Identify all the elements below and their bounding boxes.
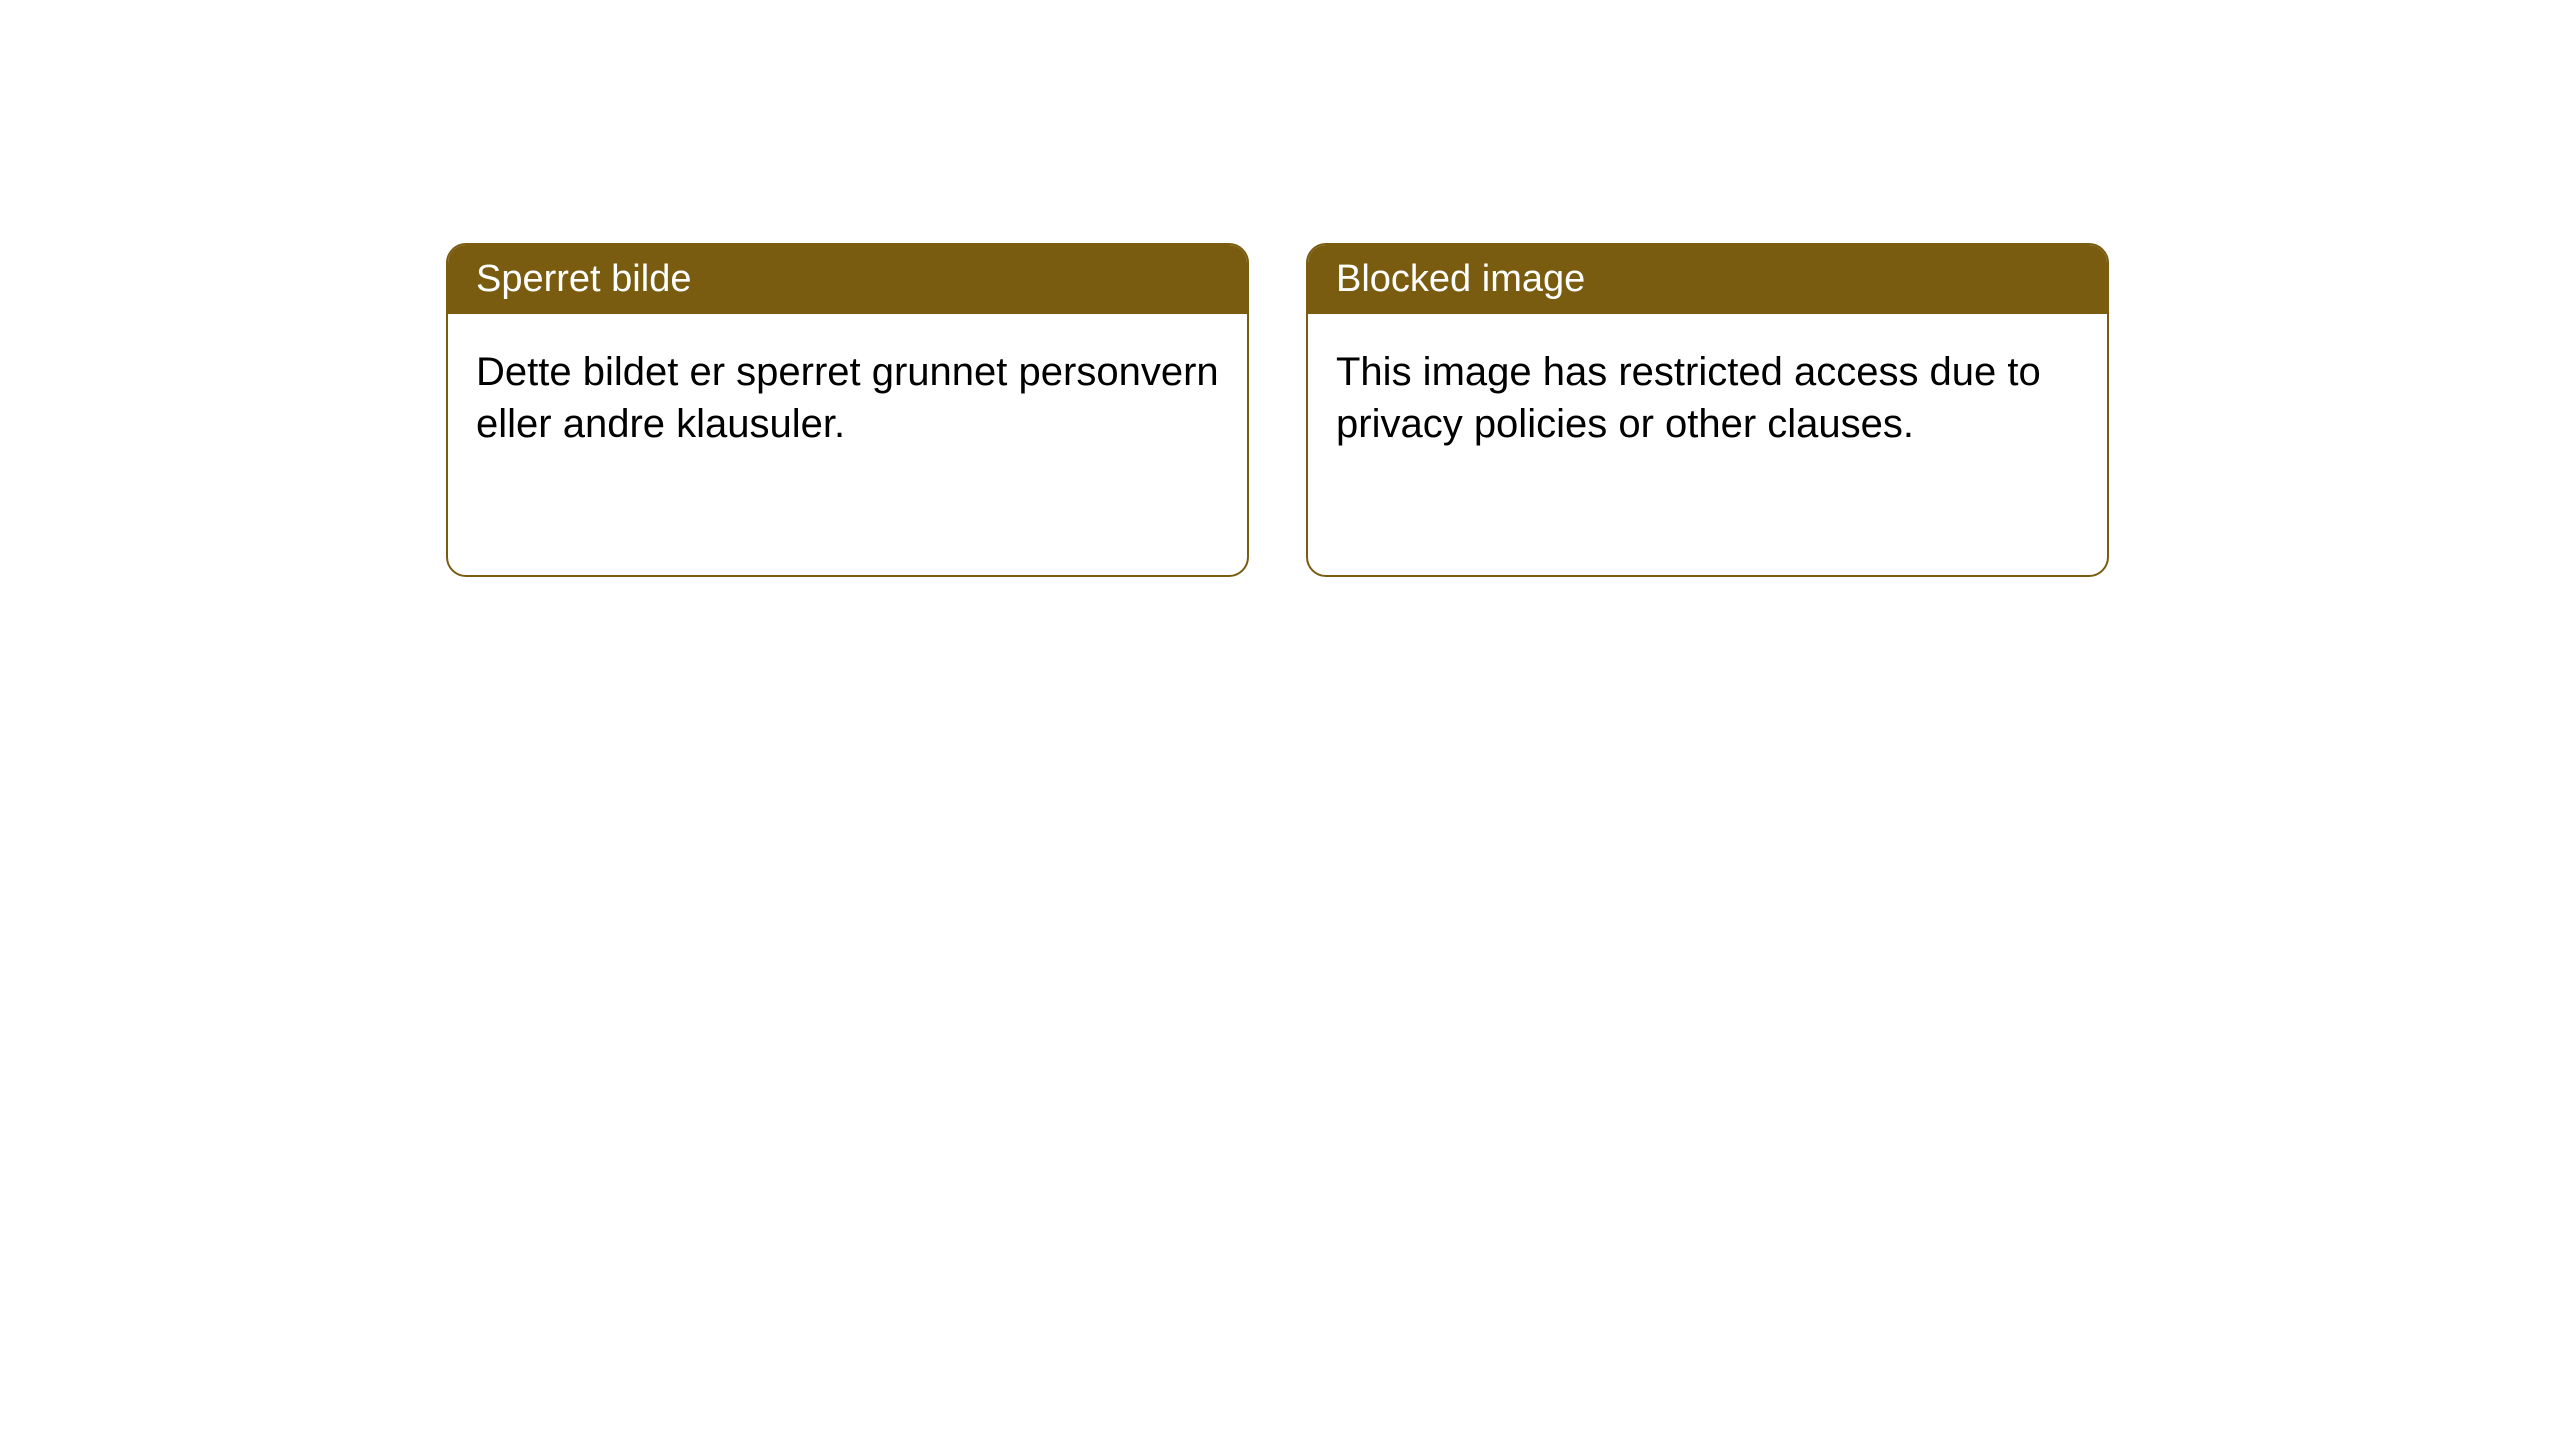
notice-card-title: Blocked image: [1336, 258, 1585, 300]
notice-cards-container: Sperret bilde Dette bildet er sperret gr…: [446, 243, 2109, 577]
notice-card-message: Dette bildet er sperret grunnet personve…: [476, 350, 1219, 446]
notice-card-english: Blocked image This image has restricted …: [1306, 243, 2109, 577]
notice-card-message: This image has restricted access due to …: [1336, 350, 2041, 446]
notice-card-title: Sperret bilde: [476, 258, 691, 300]
notice-card-body: This image has restricted access due to …: [1308, 314, 2107, 482]
notice-card-header: Sperret bilde: [448, 245, 1247, 314]
notice-card-body: Dette bildet er sperret grunnet personve…: [448, 314, 1247, 482]
notice-card-norwegian: Sperret bilde Dette bildet er sperret gr…: [446, 243, 1249, 577]
notice-card-header: Blocked image: [1308, 245, 2107, 314]
